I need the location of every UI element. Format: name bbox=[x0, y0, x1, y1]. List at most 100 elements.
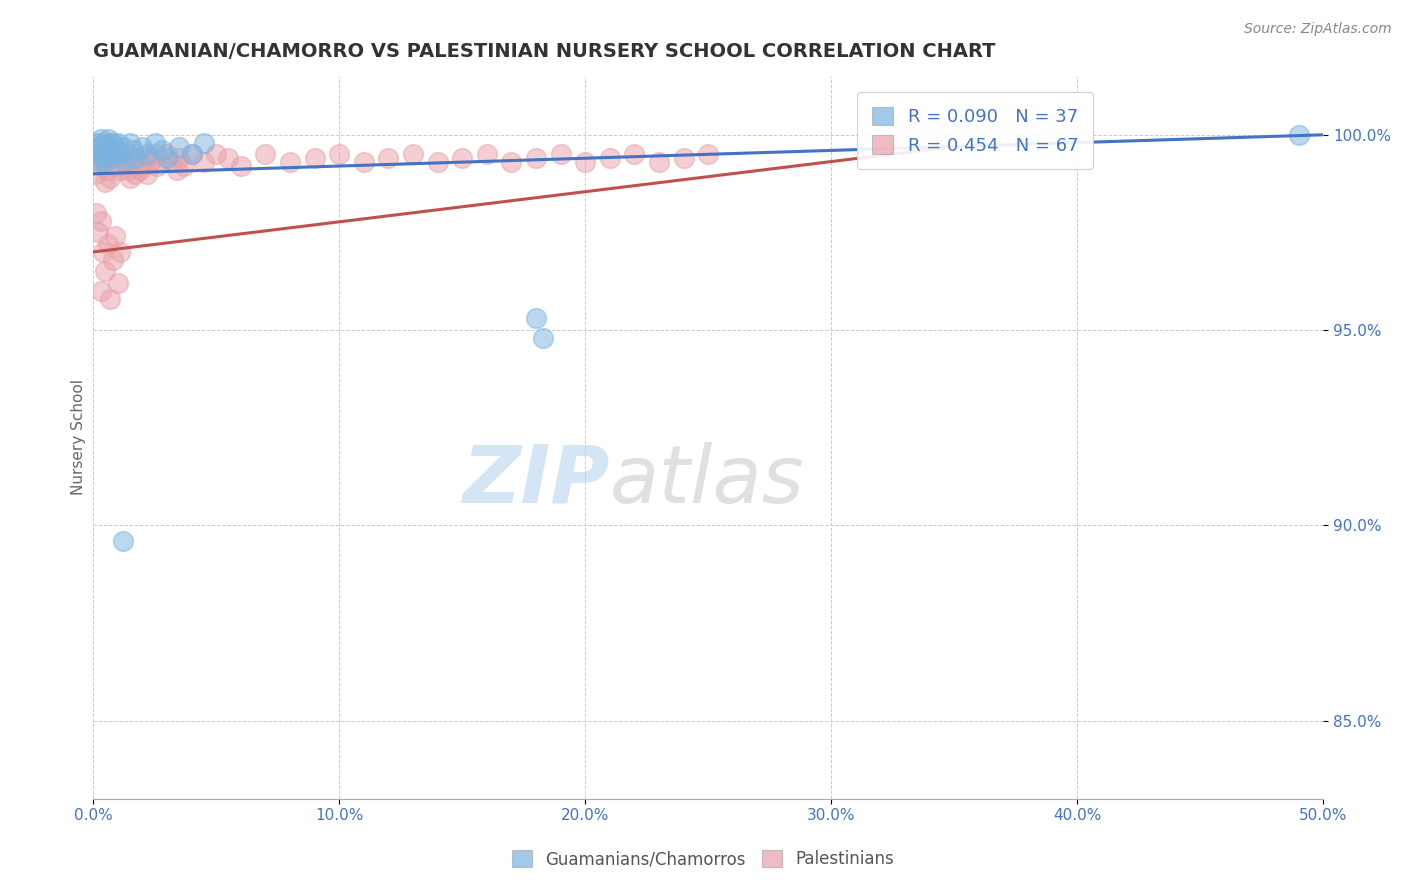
Point bbox=[218, 151, 240, 165]
Point bbox=[91, 151, 114, 165]
Point bbox=[229, 159, 252, 173]
Point bbox=[101, 252, 124, 267]
Point bbox=[100, 292, 122, 306]
Point bbox=[150, 144, 173, 158]
Point bbox=[104, 159, 127, 173]
Point bbox=[104, 229, 127, 244]
Point bbox=[90, 159, 112, 173]
Point bbox=[156, 151, 179, 165]
Point bbox=[127, 151, 149, 165]
Point bbox=[697, 147, 720, 161]
Point bbox=[110, 147, 132, 161]
Point bbox=[111, 533, 134, 548]
Point bbox=[121, 144, 143, 158]
Y-axis label: Nursery School: Nursery School bbox=[72, 379, 86, 495]
Point bbox=[107, 151, 129, 165]
Point bbox=[94, 139, 117, 153]
Point bbox=[94, 175, 117, 189]
Point bbox=[94, 155, 117, 169]
Point bbox=[90, 213, 112, 227]
Legend: Guamanians/Chamorros, Palestinians: Guamanians/Chamorros, Palestinians bbox=[505, 843, 901, 875]
Point bbox=[101, 136, 124, 150]
Point bbox=[134, 151, 156, 165]
Point bbox=[110, 163, 132, 178]
Point bbox=[111, 155, 134, 169]
Point bbox=[129, 163, 152, 178]
Point bbox=[110, 244, 132, 259]
Text: ZIP: ZIP bbox=[463, 442, 610, 520]
Point bbox=[120, 170, 142, 185]
Point bbox=[87, 226, 110, 240]
Point bbox=[114, 147, 136, 161]
Text: GUAMANIAN/CHAMORRO VS PALESTINIAN NURSERY SCHOOL CORRELATION CHART: GUAMANIAN/CHAMORRO VS PALESTINIAN NURSER… bbox=[93, 42, 995, 61]
Point bbox=[169, 151, 191, 165]
Point bbox=[114, 155, 136, 169]
Point bbox=[91, 136, 114, 150]
Point bbox=[97, 131, 120, 145]
Point bbox=[111, 139, 134, 153]
Point bbox=[90, 131, 112, 145]
Point bbox=[117, 163, 139, 178]
Point bbox=[136, 167, 159, 181]
Point bbox=[150, 155, 173, 169]
Point bbox=[87, 147, 110, 161]
Point bbox=[100, 136, 122, 150]
Point bbox=[402, 147, 425, 161]
Point bbox=[451, 151, 474, 165]
Point bbox=[90, 284, 112, 298]
Point bbox=[475, 147, 498, 161]
Point bbox=[124, 151, 146, 165]
Text: atlas: atlas bbox=[610, 442, 804, 520]
Point bbox=[501, 155, 523, 169]
Point bbox=[84, 136, 107, 150]
Point bbox=[1288, 128, 1310, 142]
Point bbox=[101, 151, 124, 165]
Point bbox=[120, 136, 142, 150]
Point bbox=[84, 167, 107, 181]
Point bbox=[531, 331, 554, 345]
Point bbox=[304, 151, 326, 165]
Point bbox=[97, 237, 120, 252]
Legend: R = 0.090   N = 37, R = 0.454   N = 67: R = 0.090 N = 37, R = 0.454 N = 67 bbox=[858, 93, 1092, 169]
Point bbox=[205, 147, 228, 161]
Point bbox=[136, 147, 159, 161]
Point bbox=[166, 163, 188, 178]
Point bbox=[124, 167, 146, 181]
Point bbox=[104, 144, 127, 158]
Point bbox=[107, 276, 129, 290]
Point bbox=[87, 147, 110, 161]
Point bbox=[524, 151, 547, 165]
Point bbox=[278, 155, 301, 169]
Point bbox=[353, 155, 375, 169]
Point bbox=[599, 151, 621, 165]
Point bbox=[574, 155, 596, 169]
Point bbox=[173, 159, 195, 173]
Point bbox=[131, 139, 153, 153]
Point bbox=[648, 155, 671, 169]
Point bbox=[180, 147, 202, 161]
Point bbox=[100, 170, 122, 185]
Point bbox=[107, 136, 129, 150]
Point bbox=[97, 147, 120, 161]
Point bbox=[550, 147, 572, 161]
Point bbox=[426, 155, 449, 169]
Text: Source: ZipAtlas.com: Source: ZipAtlas.com bbox=[1244, 22, 1392, 37]
Point bbox=[139, 155, 162, 169]
Point bbox=[623, 147, 645, 161]
Point bbox=[377, 151, 399, 165]
Point bbox=[146, 159, 169, 173]
Point bbox=[90, 144, 112, 158]
Point bbox=[156, 147, 179, 161]
Point bbox=[84, 206, 107, 220]
Point bbox=[101, 155, 124, 169]
Point bbox=[143, 147, 166, 161]
Point bbox=[97, 163, 120, 178]
Point bbox=[180, 147, 202, 161]
Point bbox=[672, 151, 695, 165]
Point bbox=[160, 155, 183, 169]
Point bbox=[94, 264, 117, 278]
Point bbox=[131, 159, 153, 173]
Point bbox=[87, 144, 110, 158]
Point bbox=[254, 147, 277, 161]
Point bbox=[100, 139, 122, 153]
